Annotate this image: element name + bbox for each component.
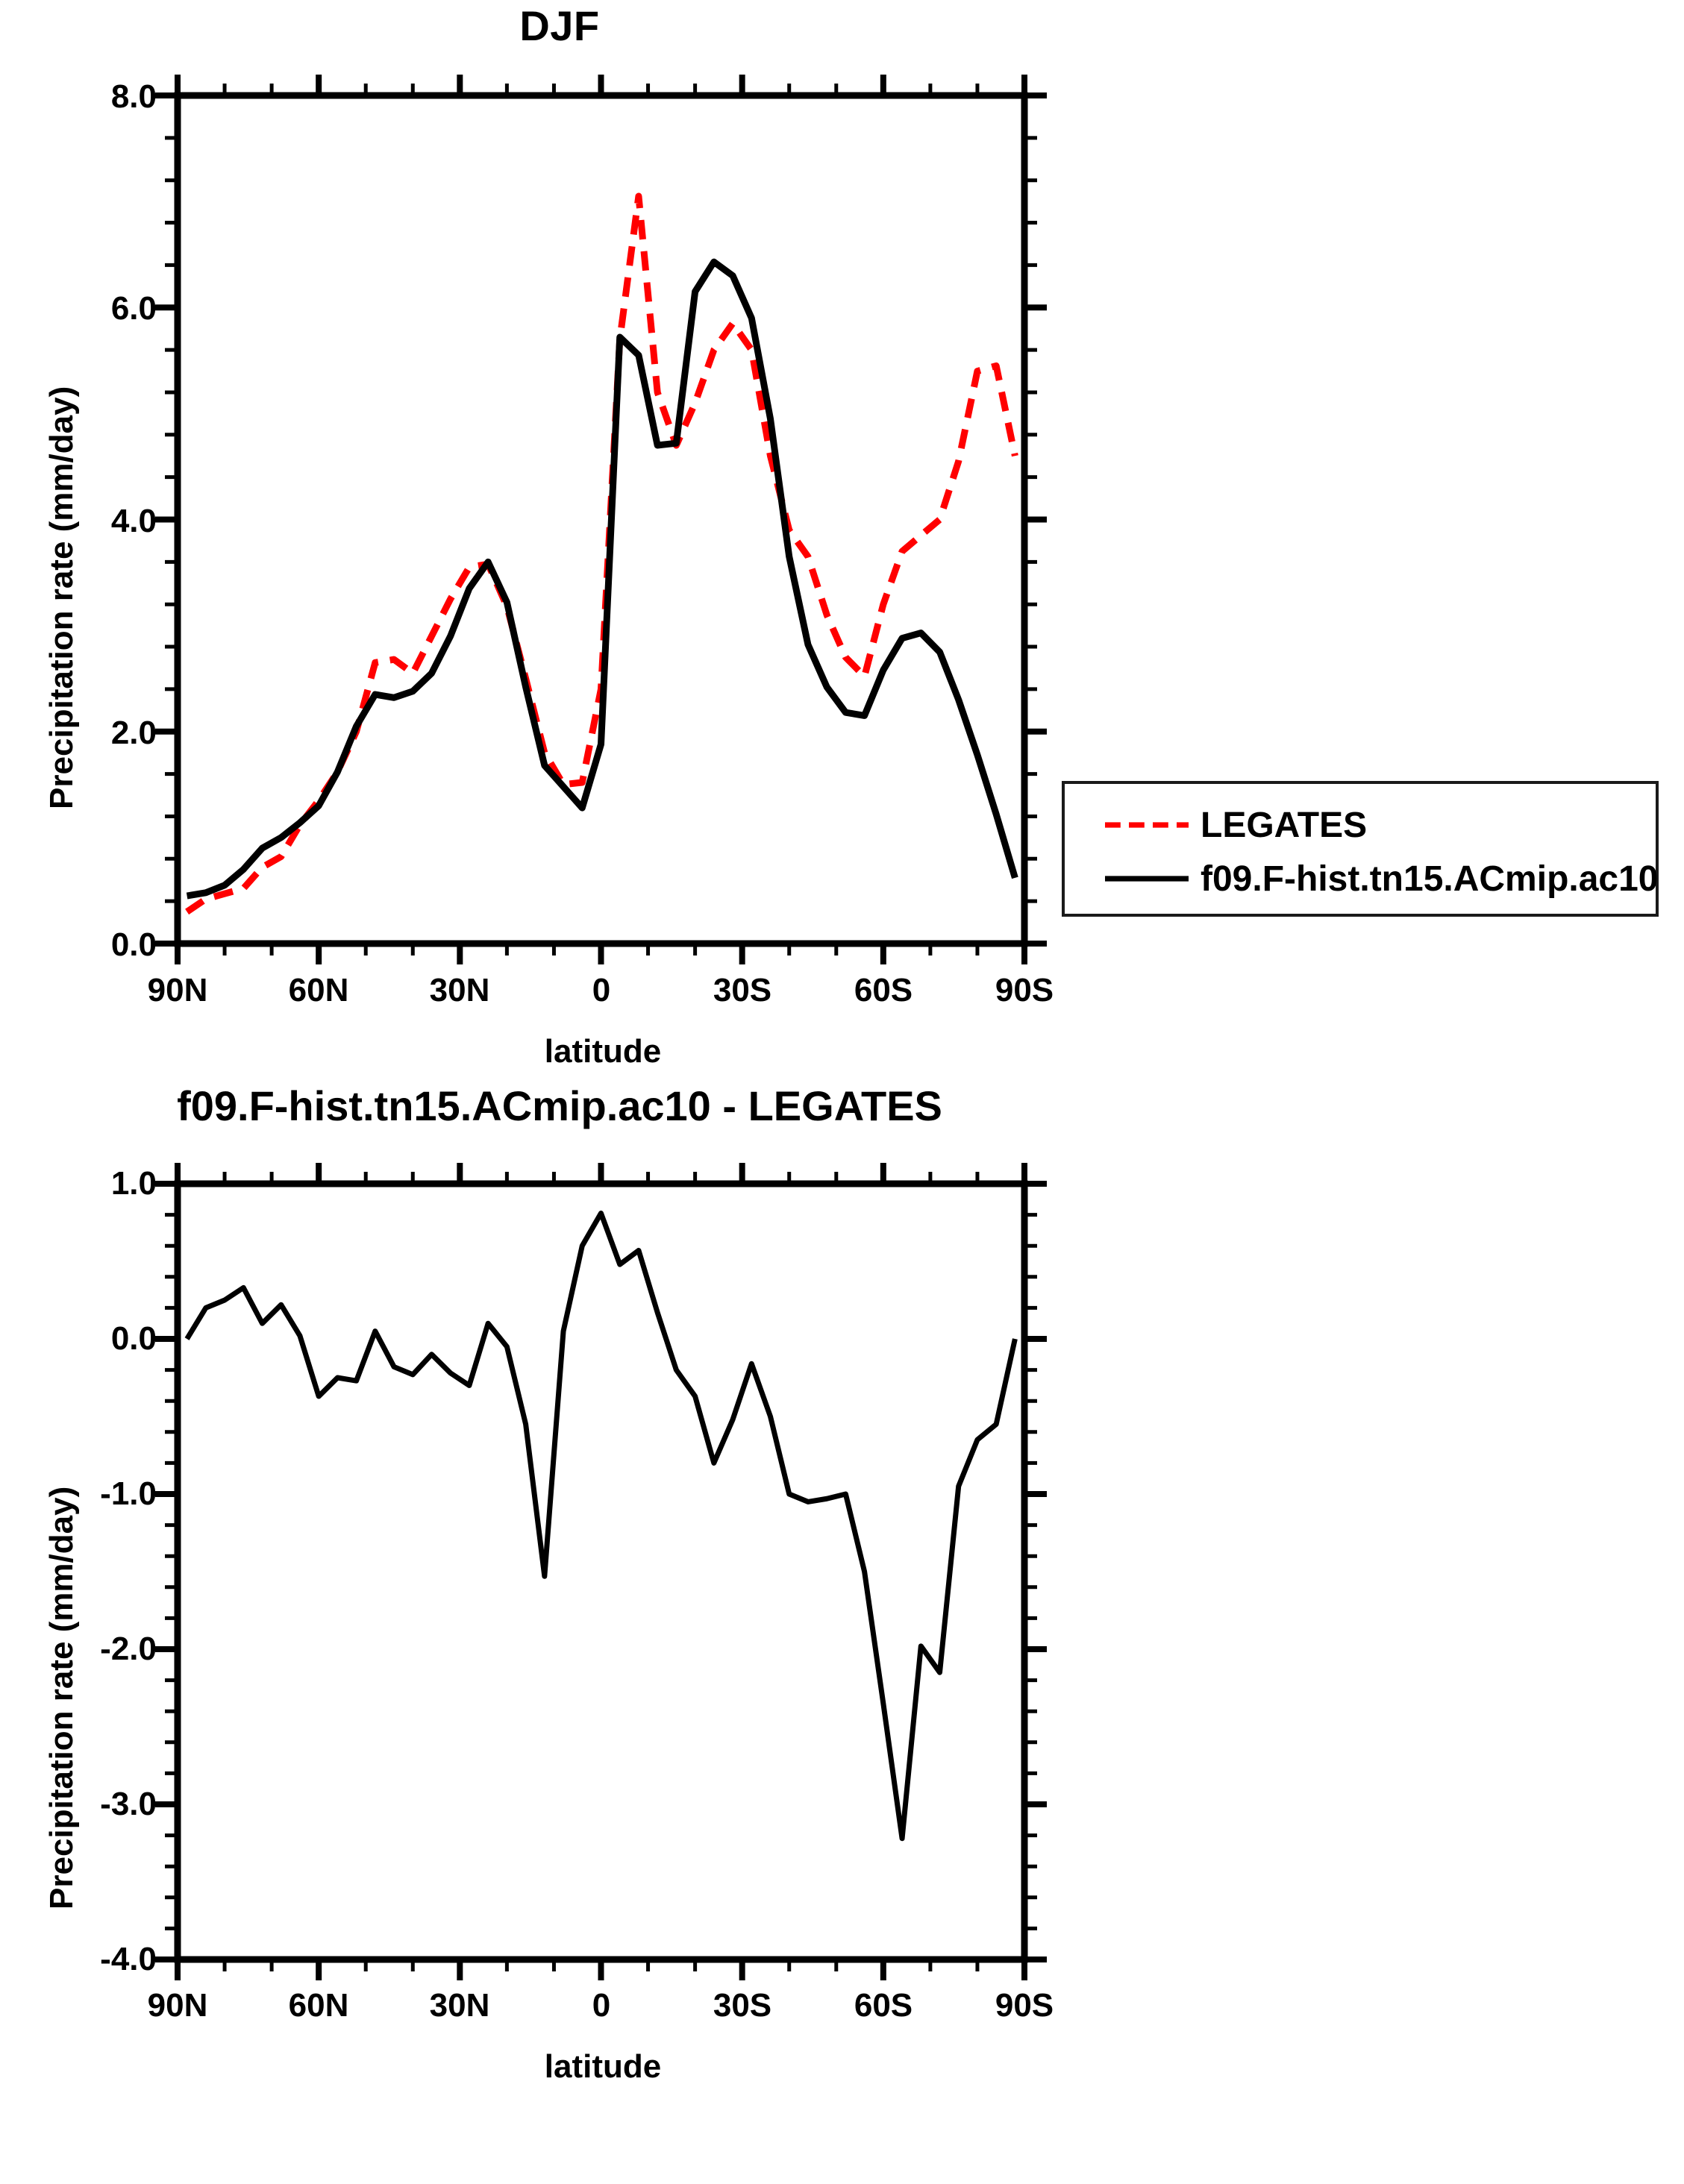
top-chart-panel: DJF Precipitation rate (mm/day) 8.0 6.0 … — [0, 0, 1119, 1070]
bottom-xtick-30S: 30S — [713, 1987, 772, 2024]
bottom-xtick-90S: 90S — [995, 1987, 1054, 2024]
bottom-chart-panel: f09.F-hist.tn15.ACmip.ac10 - LEGATES Pre… — [0, 1059, 1119, 2184]
bottom-plot-frame — [174, 1180, 1028, 1963]
legend-entry-legates: LEGATES — [1065, 799, 1656, 851]
top-data-lines — [185, 192, 1018, 915]
top-xtick-30N: 30N — [429, 972, 490, 1008]
bottom-ytick-1: 1.0 — [110, 1165, 157, 1202]
bottom-xtick-30N: 30N — [429, 1987, 490, 2024]
legend-label-model: f09.F-hist.tn15.ACmip.ac10 — [1201, 859, 1659, 899]
top-chart-svg — [155, 75, 1047, 964]
top-xtick-30S: 30S — [713, 972, 772, 1008]
bottom-ytick-neg3: -3.0 — [100, 1786, 157, 1822]
top-xtick-90S: 90S — [995, 972, 1054, 1008]
bottom-chart-title: f09.F-hist.tn15.ACmip.ac10 - LEGATES — [177, 1082, 942, 1129]
legend-label-legates: LEGATES — [1201, 805, 1368, 845]
legend-box: LEGATES f09.F-hist.tn15.ACmip.ac10 — [1062, 781, 1659, 917]
bottom-xtick-90N: 90N — [147, 1987, 208, 2024]
top-ytick-2: 2.0 — [110, 715, 157, 751]
top-chart-title: DJF — [519, 2, 600, 49]
legend-swatch-solid — [1105, 876, 1189, 882]
top-xtick-60N: 60N — [288, 972, 349, 1008]
bottom-xtick-60S: 60S — [854, 1987, 913, 2024]
top-x-axis-label: latitude — [544, 1033, 662, 1070]
bottom-ytick-neg2: -2.0 — [100, 1631, 157, 1667]
legend-entry-model: f09.F-hist.tn15.ACmip.ac10 — [1065, 853, 1659, 905]
bottom-data-lines — [184, 1211, 1018, 1842]
top-xtick-90N: 90N — [147, 972, 208, 1008]
bottom-xtick-0: 0 — [592, 1987, 611, 2024]
bottom-axis-ticks — [155, 1163, 1047, 1980]
top-ytick-8: 8.0 — [110, 78, 157, 115]
bottom-ytick-0: 0.0 — [110, 1320, 157, 1357]
top-xtick-60S: 60S — [854, 972, 913, 1008]
bottom-x-axis-label: latitude — [544, 2048, 662, 2085]
bottom-ytick-neg1: -1.0 — [100, 1475, 157, 1512]
bottom-xtick-60N: 60N — [288, 1987, 349, 2024]
bottom-chart-svg — [155, 1163, 1047, 1980]
legend-swatch-dashed — [1105, 822, 1189, 828]
top-xtick-0: 0 — [592, 972, 611, 1008]
top-ytick-4: 4.0 — [110, 503, 157, 539]
top-axis-ticks — [155, 75, 1047, 964]
top-ytick-6: 6.0 — [110, 290, 157, 327]
bottom-ytick-neg4: -4.0 — [100, 1941, 157, 1977]
top-ytick-0: 0.0 — [110, 926, 157, 963]
